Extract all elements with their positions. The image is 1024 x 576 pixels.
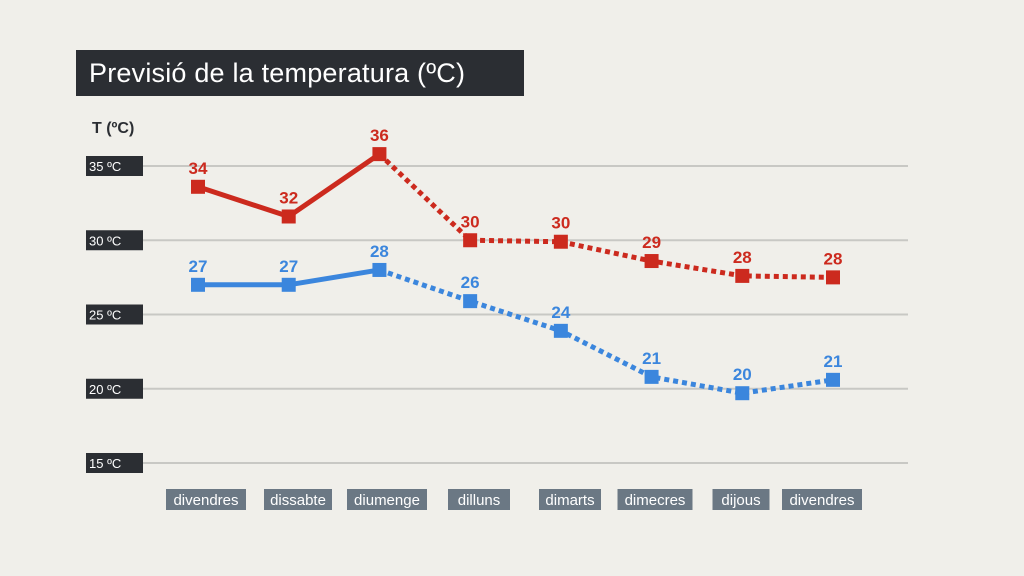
x-category-label: dijous (721, 492, 760, 509)
y-tick-box (86, 304, 143, 325)
data-point (463, 294, 478, 309)
data-point (553, 234, 568, 249)
x-category-box (782, 489, 862, 510)
data-point (735, 268, 750, 283)
x-category-box (539, 489, 601, 510)
x-category-label: diumenge (354, 492, 420, 509)
x-axis-categories: divendres dissabte diumenge dilluns dimarts d… (166, 489, 862, 510)
data-label: 34 (189, 159, 208, 178)
data-label: 26 (461, 273, 480, 292)
data-label: 27 (189, 257, 208, 276)
x-category-label: dimarts (545, 492, 594, 509)
y-axis-ticks: 35 ºC 30 ºC 25 ºC 20 ºC 15 ºC (86, 156, 143, 473)
data-point (735, 386, 750, 401)
data-label: 27 (279, 257, 298, 276)
gridlines (143, 165, 908, 464)
data-label: 29 (642, 233, 661, 252)
x-category-box (347, 489, 427, 510)
x-category-label: divendres (173, 492, 238, 509)
data-point (372, 262, 387, 277)
series-points (191, 147, 840, 401)
y-tick-label: 25 ºC (89, 308, 121, 323)
x-category-box (264, 489, 332, 510)
data-label: 21 (824, 352, 843, 371)
x-category-label: dilluns (458, 492, 501, 509)
y-tick-label: 35 ºC (89, 159, 121, 174)
data-point (644, 254, 659, 269)
x-category-box (448, 489, 510, 510)
data-label: 32 (279, 188, 298, 207)
y-tick-label: 20 ºC (89, 382, 121, 397)
y-tick-box (86, 230, 143, 251)
data-point (553, 323, 568, 338)
y-tick-box (86, 453, 143, 473)
data-point (463, 233, 478, 248)
data-label: 36 (370, 126, 389, 145)
data-label: 28 (370, 242, 389, 261)
series-0-forecast-line (377, 152, 834, 280)
data-point (191, 277, 205, 292)
data-label: 28 (824, 249, 843, 268)
y-tick-label: 30 ºC (89, 233, 121, 248)
data-point (281, 209, 296, 224)
x-category-label: dissabte (270, 492, 326, 509)
series-1-forecast-line (378, 267, 834, 396)
x-category-label: dimecres (625, 492, 686, 509)
x-category-box (712, 489, 770, 510)
data-point (644, 369, 659, 384)
data-point (826, 372, 840, 387)
data-label: 24 (551, 303, 570, 322)
y-axis-label: T (ºC) (92, 120, 135, 137)
data-label: 30 (461, 212, 480, 231)
x-category-label: divendres (789, 492, 854, 509)
chart-title: Previsió de la temperatura (ºC) (76, 50, 524, 96)
data-point (281, 277, 296, 292)
data-label: 30 (551, 214, 570, 233)
data-point (826, 270, 840, 285)
data-label: 21 (642, 349, 661, 368)
data-label: 28 (733, 248, 752, 267)
x-category-box (617, 489, 693, 510)
data-point (372, 147, 387, 162)
y-tick-box (86, 378, 143, 399)
y-tick-label: 15 ºC (89, 456, 121, 471)
x-category-box (166, 489, 246, 510)
data-point (191, 179, 205, 194)
y-tick-box (86, 156, 143, 176)
data-label: 20 (733, 365, 752, 384)
data-labels: 34 32 36 30 30 29 28 28 27 27 28 26 24 21 20 21 (189, 126, 843, 384)
